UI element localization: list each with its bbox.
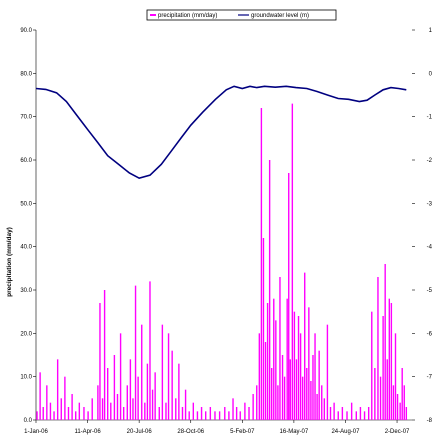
right-tick-label: -3 [427, 201, 433, 207]
precipitation-bars [36, 103, 408, 420]
x-tick-label: 28-Oct-06 [177, 429, 204, 435]
right-tick-label: -2 [427, 158, 433, 164]
x-tick-label: 2-Dec-07 [385, 429, 410, 435]
left-tick-label: 0.0 [24, 418, 33, 424]
legend-label-precipitation: precipitation (mm/day) [158, 13, 217, 19]
right-tick-label: -5 [427, 288, 433, 294]
left-tick-label: 10.0 [20, 375, 32, 381]
x-tick-label: 16-May-07 [280, 429, 309, 435]
x-tick-label: 11-Apr-06 [74, 429, 101, 435]
x-tick-label: 1-Jan-06 [24, 429, 48, 435]
right-tick-label: 0 [429, 71, 433, 77]
right-tick-label: -1 [427, 115, 433, 121]
legend-label-groundwater: groundwater level (m) [251, 13, 309, 19]
left-tick-label: 40.0 [20, 245, 32, 251]
right-tick-label: -4 [427, 245, 433, 251]
left-tick-label: 80.0 [20, 71, 32, 77]
right-axis-ticks: 1 0 -1 -2 -3 -4 -5 -6 -7 -8 [412, 28, 433, 424]
legend: precipitation (mm/day) groundwater level… [146, 9, 337, 21]
x-tick-label: 5-Feb-07 [230, 429, 255, 435]
right-tick-label: -6 [427, 331, 433, 337]
right-tick-label: 1 [429, 28, 433, 34]
left-axis-ticks: 0.0 10.0 20.0 30.0 40.0 50.0 60.0 70.0 80.0 90.0 [20, 28, 36, 424]
left-tick-label: 20.0 [20, 331, 32, 337]
x-tick-label: 20-Jul-06 [127, 429, 153, 435]
groundwater-line [35, 85, 407, 180]
left-tick-label: 50.0 [20, 201, 32, 207]
left-tick-label: 90.0 [20, 28, 32, 34]
x-axis-ticks: 1-Jan-06 11-Apr-06 20-Jul-06 28-Oct-06 5-Feb… [24, 420, 410, 435]
right-tick-label: -8 [427, 418, 433, 424]
left-tick-label: 70.0 [20, 115, 32, 121]
left-tick-label: 30.0 [20, 288, 32, 294]
groundwater-line-group [35, 85, 407, 180]
left-tick-label: 60.0 [20, 158, 32, 164]
x-tick-label: 24-Aug-07 [331, 429, 360, 435]
right-tick-label: -7 [427, 375, 433, 381]
left-axis-title: precipitation (mm/day) [6, 227, 13, 297]
